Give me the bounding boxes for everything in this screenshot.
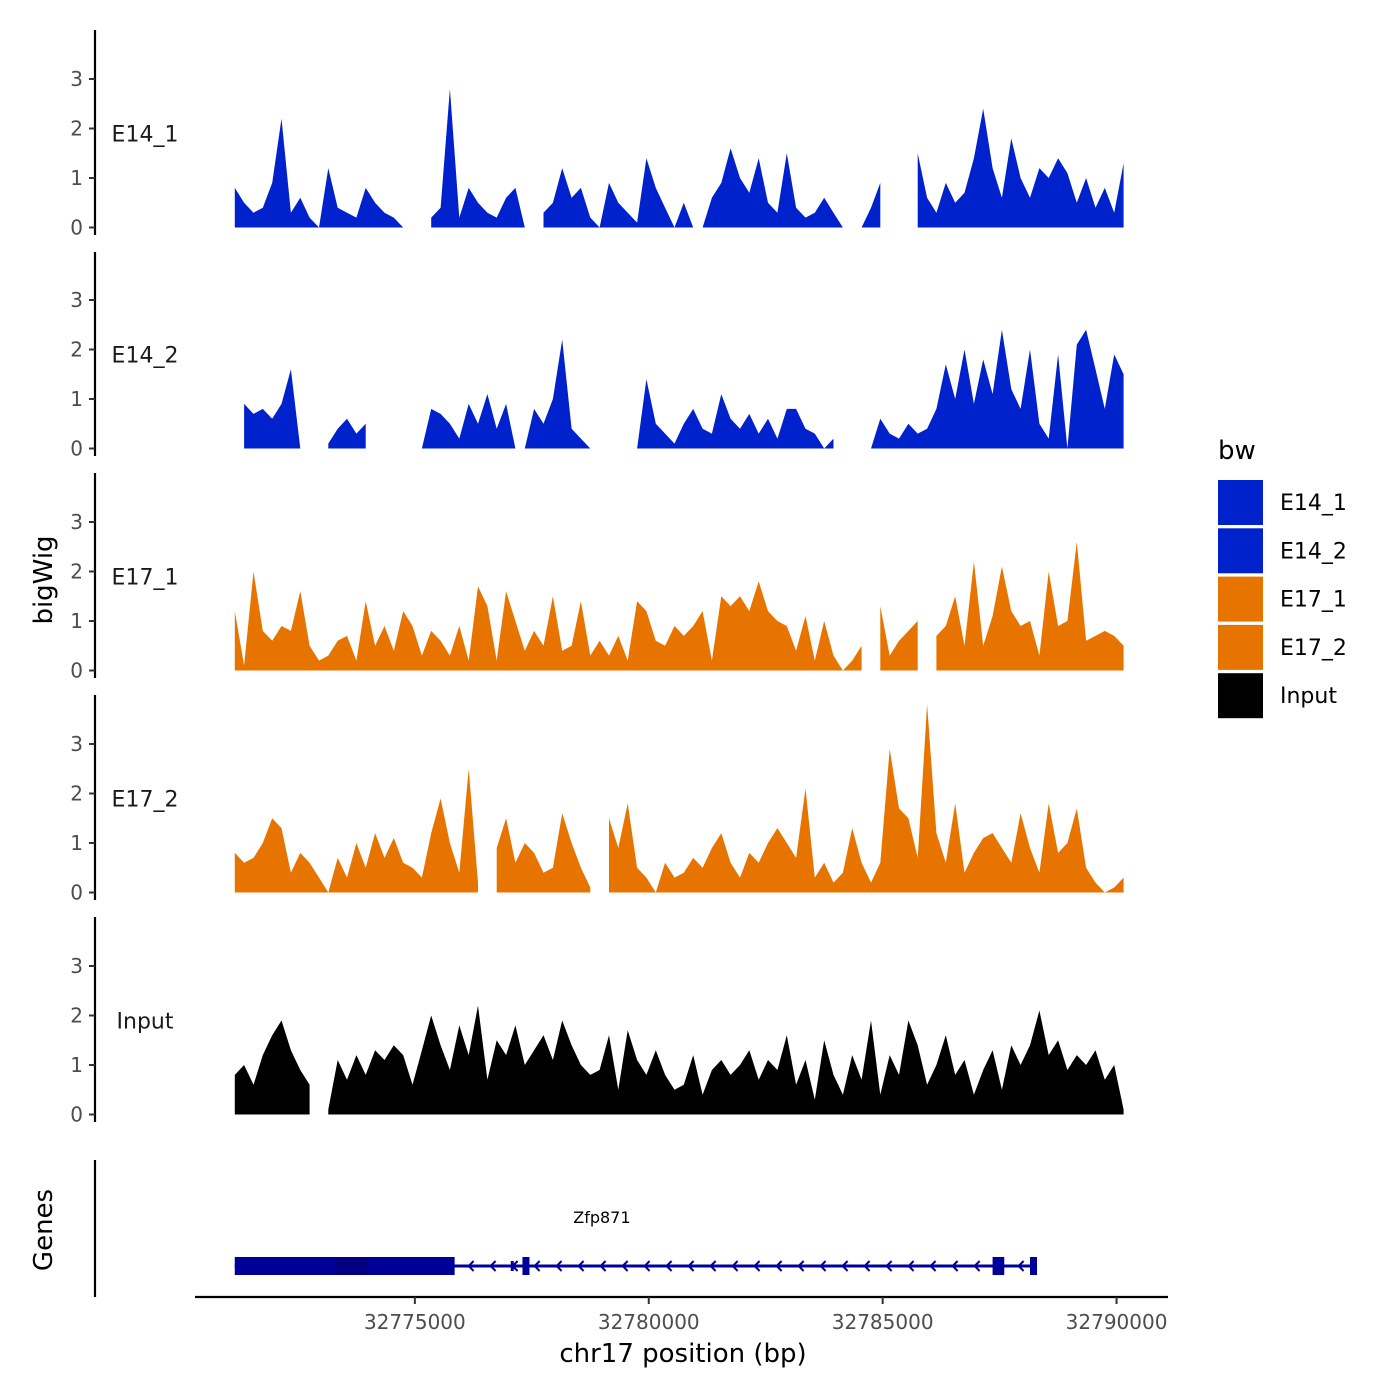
y-axis-title: bigWig	[29, 535, 59, 624]
track-label-e14-1: E14_1	[112, 123, 179, 148]
track-panel-e14-1: 0 1 2 3 E14_1	[70, 30, 1124, 240]
legend-title: bw	[1218, 436, 1256, 466]
track-panels: 0 1 2 3 E14_1 0 1 2 3 E14_2 0 1 2 3 E17_1 0 1 2 3 E17_2 0 1 2 3…	[70, 30, 1124, 1127]
legend-label-e17-2: E17_2	[1280, 636, 1347, 661]
strand-arrow	[731, 1260, 739, 1272]
strand-arrow	[863, 1260, 871, 1272]
track-panel-e17-1: 0 1 2 3 E17_1	[70, 473, 1124, 683]
signal-area-e14-1	[234, 88, 1124, 228]
signal-area-input	[234, 1005, 1124, 1115]
x-axis: 32775000 32780000 32785000 32790000	[195, 1295, 1168, 1334]
y-tick-label-e14-2-2: 2	[70, 338, 83, 362]
strand-arrow	[467, 1260, 475, 1272]
legend-label-input: Input	[1280, 684, 1337, 709]
strand-arrow	[907, 1260, 915, 1272]
signal-area-e17-1	[234, 541, 1124, 671]
track-panel-e17-2: 0 1 2 3 E17_2	[70, 695, 1124, 905]
strand-arrow	[489, 1260, 497, 1272]
legend-swatch-e17-2	[1218, 624, 1263, 670]
strand-arrow	[973, 1260, 981, 1272]
strand-arrow	[951, 1260, 959, 1272]
y-tick-label-e14-1-0: 0	[70, 216, 83, 240]
strand-arrow	[797, 1260, 805, 1272]
y-tick-label-e17-1-2: 2	[70, 560, 83, 584]
track-label-e14-2: E14_2	[112, 344, 179, 369]
gene-exon-2	[522, 1257, 530, 1275]
gene-exon-1	[510, 1261, 514, 1271]
gene-exon-4	[1030, 1257, 1038, 1275]
y-tick-label-input-2: 2	[70, 1004, 83, 1028]
track-label-e17-1: E17_1	[112, 566, 179, 591]
x-tick-label-32785000: 32785000	[832, 1310, 934, 1334]
strand-arrow	[841, 1260, 849, 1272]
y-tick-label-e17-2-0: 0	[70, 881, 83, 905]
gene-exon-overlap	[335, 1257, 369, 1275]
signal-area-e14-2	[244, 329, 1124, 449]
legend-swatch-e14-2	[1218, 528, 1263, 574]
legend-swatch-input	[1218, 673, 1263, 719]
legend-label-e14-1: E14_1	[1280, 491, 1347, 516]
strand-arrow	[687, 1260, 695, 1272]
y-tick-label-e14-1-2: 2	[70, 117, 83, 141]
legend-swatch-e14-1	[1218, 480, 1263, 525]
y-tick-label-e14-1-1: 1	[70, 166, 83, 190]
y-tick-label-e14-1-3: 3	[70, 67, 83, 91]
y-tick-label-input-3: 3	[70, 954, 83, 978]
strand-arrow	[621, 1260, 629, 1272]
x-tick-label-32775000: 32775000	[364, 1310, 466, 1334]
legend-swatch-e17-1	[1218, 576, 1263, 622]
gene-panel-title: Genes	[29, 1189, 59, 1271]
strand-arrow	[599, 1260, 607, 1272]
gene-panel: Zfp871	[93, 1160, 1038, 1297]
strand-arrow	[555, 1260, 563, 1272]
y-tick-label-e14-2-0: 0	[70, 437, 83, 461]
x-axis-title: chr17 position (bp)	[559, 1339, 806, 1369]
y-tick-label-e14-2-1: 1	[70, 387, 83, 411]
track-panel-input: 0 1 2 3 Input	[70, 917, 1124, 1127]
legend-label-e14-2: E14_2	[1280, 539, 1347, 564]
y-tick-label-e14-2-3: 3	[70, 288, 83, 312]
strand-arrow	[643, 1260, 651, 1272]
strand-arrow	[775, 1260, 783, 1272]
y-tick-label-input-1: 1	[70, 1053, 83, 1077]
strand-arrow	[819, 1260, 827, 1272]
y-tick-label-e17-2-3: 3	[70, 732, 83, 756]
strand-arrow	[709, 1260, 717, 1272]
y-tick-label-e17-1-3: 3	[70, 510, 83, 534]
x-tick-label-32780000: 32780000	[598, 1310, 700, 1334]
strand-arrow	[577, 1260, 585, 1272]
y-tick-label-e17-1-1: 1	[70, 609, 83, 633]
track-label-input: Input	[117, 1010, 174, 1035]
legend-label-e17-1: E17_1	[1280, 588, 1347, 613]
strand-arrow	[665, 1260, 673, 1272]
y-tick-label-e17-1-0: 0	[70, 659, 83, 683]
strand-arrow	[1017, 1260, 1025, 1272]
strand-arrow	[929, 1260, 937, 1272]
gene-exon-3	[992, 1257, 1005, 1275]
strand-arrow	[885, 1260, 893, 1272]
y-tick-label-e17-2-2: 2	[70, 782, 83, 806]
gene-name-label: Zfp871	[573, 1208, 630, 1227]
y-tick-label-input-0: 0	[70, 1103, 83, 1127]
track-panel-e14-2: 0 1 2 3 E14_2	[70, 252, 1124, 461]
y-tick-label-e17-2-1: 1	[70, 831, 83, 855]
x-tick-label-32790000: 32790000	[1066, 1310, 1168, 1334]
track-label-e17-2: E17_2	[112, 788, 179, 813]
legend: bw E14_1 E14_2 E17_1 E17_2 Input	[1218, 436, 1347, 719]
signal-area-e17-2	[234, 704, 1124, 893]
strand-arrow	[533, 1260, 541, 1272]
strand-arrow	[753, 1260, 761, 1272]
